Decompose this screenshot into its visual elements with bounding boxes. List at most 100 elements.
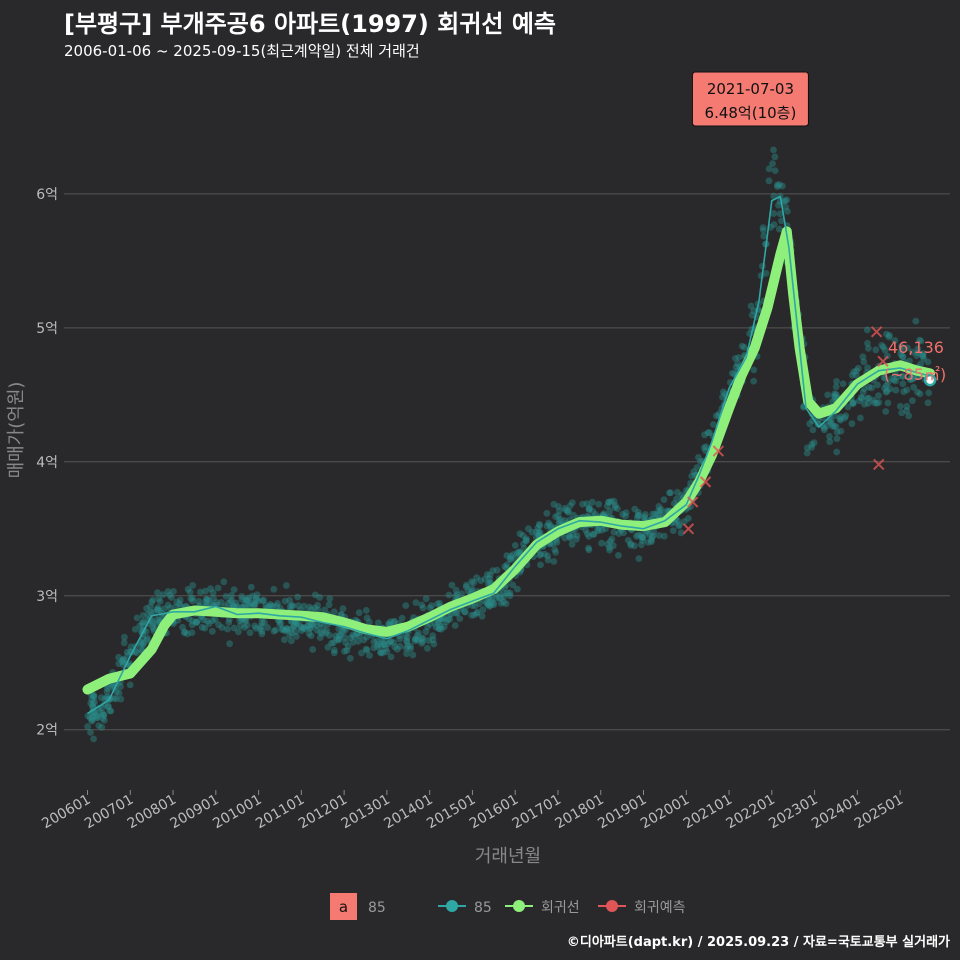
prediction-point <box>870 326 883 338</box>
scatter-point <box>486 575 493 583</box>
scatter-point <box>325 601 333 609</box>
scatter-point <box>678 491 686 499</box>
scatter-point <box>380 640 387 648</box>
scatter-point <box>445 591 453 599</box>
scatter-point <box>860 358 868 366</box>
scatter-point <box>486 598 494 606</box>
scatter-point <box>431 620 439 627</box>
scatter-point <box>228 596 236 604</box>
scatter-point <box>553 539 561 546</box>
scatter-point <box>379 649 387 657</box>
scatter-point <box>179 623 186 631</box>
y-axis-ticks: 2억 3억 4억 5억 6억 <box>36 187 58 739</box>
scatter-point <box>468 585 476 592</box>
scatter-point <box>444 616 452 623</box>
scatter-point <box>899 353 907 360</box>
scatter-point <box>740 343 748 351</box>
scatter-point <box>341 647 348 655</box>
scatter-point <box>153 615 161 623</box>
scatter-point <box>99 714 106 722</box>
scatter-point <box>555 517 563 525</box>
scatter-point <box>184 630 191 638</box>
scatter-point <box>606 538 614 545</box>
scatter-point <box>506 555 514 563</box>
scatter-point <box>107 707 115 715</box>
scatter-point <box>139 641 147 649</box>
scatter-point <box>624 536 632 544</box>
scatter-point <box>84 712 92 720</box>
scatter-point <box>770 210 778 217</box>
scatter-point <box>326 631 333 639</box>
scatter-point <box>468 578 476 586</box>
scatter-point <box>188 621 196 629</box>
scatter-point <box>292 628 299 635</box>
scatter-point <box>485 601 492 608</box>
scatter-point <box>336 635 343 643</box>
scatter-point <box>412 599 420 606</box>
scatter-point <box>306 625 314 632</box>
scatter-point <box>241 624 248 631</box>
scatter-point <box>566 502 574 510</box>
scatter-point <box>307 632 315 640</box>
scatter-point <box>214 584 222 592</box>
scatter-point <box>277 619 285 627</box>
scatter-point <box>898 353 906 360</box>
scatter-point <box>803 449 811 457</box>
scatter-point <box>775 201 782 209</box>
scatter-point <box>251 622 259 630</box>
scatter-point <box>674 517 681 524</box>
scatter-point <box>589 508 597 515</box>
scatter-point <box>509 581 517 589</box>
scatter-point <box>278 626 286 634</box>
scatter-point <box>93 713 101 721</box>
scatter-point <box>506 589 514 597</box>
scatter-point <box>906 376 914 384</box>
scatter-point <box>534 524 542 532</box>
scatter-point <box>564 507 572 515</box>
scatter-point <box>110 695 118 702</box>
scatter-point <box>148 598 156 606</box>
scatter-point <box>349 631 357 639</box>
scatter-point <box>765 165 773 173</box>
scatter-point <box>760 227 767 234</box>
scatter-point <box>188 629 196 637</box>
scatter-point <box>769 160 776 168</box>
scatter-point <box>688 472 696 480</box>
scatter-point <box>133 614 141 622</box>
scatter-point <box>224 625 231 633</box>
scatter-point <box>300 602 308 610</box>
scatter-point <box>605 499 613 506</box>
scatter-point <box>641 513 649 521</box>
scatter-point <box>488 596 495 604</box>
scatter-point <box>137 640 145 648</box>
scatter-point <box>502 600 510 608</box>
scatter-point <box>189 597 197 605</box>
scatter-point <box>478 612 486 620</box>
scatter-point <box>377 642 385 649</box>
scatter-point <box>230 586 238 593</box>
scatter-point <box>536 522 544 530</box>
scatter-point <box>826 433 833 440</box>
scatter-point <box>84 723 91 730</box>
scatter-point <box>486 571 494 579</box>
scatter-point <box>562 506 570 514</box>
scatter-point <box>904 344 911 352</box>
scatter-point <box>242 616 250 624</box>
scatter-point <box>585 544 592 552</box>
scatter-point <box>154 589 161 596</box>
scatter-point <box>276 621 284 628</box>
scatter-point <box>393 645 401 653</box>
scatter-point <box>286 596 293 604</box>
scatter-point <box>436 618 443 626</box>
scatter-point <box>849 399 856 407</box>
scatter-point <box>115 660 123 668</box>
scatter-point <box>635 508 642 516</box>
scatter-point <box>170 588 177 595</box>
scatter-point <box>917 360 925 368</box>
scatter-point <box>299 624 307 632</box>
scatter-point <box>434 600 441 608</box>
scatter-point <box>908 348 916 356</box>
scatter-point <box>251 602 259 610</box>
scatter-point <box>511 542 519 549</box>
scatter-point <box>537 561 544 569</box>
